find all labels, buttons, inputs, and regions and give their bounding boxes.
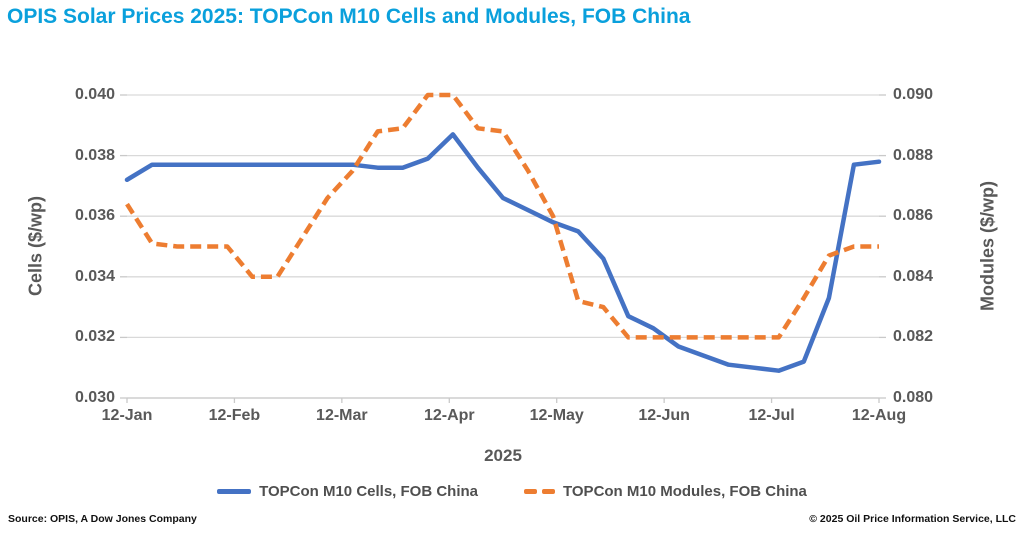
left-axis-tick-label: 0.036 <box>74 207 115 225</box>
left-axis-tick-label: 0.038 <box>74 146 115 164</box>
right-axis-tick-label: 0.082 <box>893 328 934 346</box>
right-axis-tick-label: 0.086 <box>893 207 934 225</box>
legend-label-modules: TOPCon M10 Modules, FOB China <box>563 483 807 500</box>
left-axis-tick-label: 0.030 <box>74 389 115 406</box>
left-axis-tick-label: 0.034 <box>74 267 115 285</box>
legend-item-modules: TOPCon M10 Modules, FOB China <box>524 483 807 500</box>
x-axis-tick-label: 12-Jul <box>748 407 795 424</box>
source-text: Source: OPIS, A Dow Jones Company <box>8 513 197 525</box>
modules-line <box>125 92 879 340</box>
left-axis-tick-label: 0.040 <box>74 86 115 103</box>
x-axis-title: 2025 <box>484 446 522 465</box>
right-axis-tick-label: 0.090 <box>893 86 934 103</box>
left-axis-title: Cells ($/wp) <box>25 195 46 297</box>
x-axis-tick-label: 12-Feb <box>208 407 261 424</box>
x-axis-tick-label: 12-Jan <box>101 407 153 424</box>
x-axis-tick-label: 12-Mar <box>316 407 368 424</box>
right-axis-tick-label: 0.084 <box>893 267 934 285</box>
cells-line-swatch-icon <box>217 489 252 494</box>
chart-title: OPIS Solar Prices 2025: TOPCon M10 Cells… <box>7 5 691 28</box>
legend: TOPCon M10 Cells, FOB China TOPCon M10 M… <box>0 483 1024 500</box>
right-axis-tick-label: 0.088 <box>893 146 934 164</box>
legend-label-cells: TOPCon M10 Cells, FOB China <box>259 483 478 500</box>
right-axis-title: Modules ($/wp) <box>977 181 998 311</box>
footer: Source: OPIS, A Dow Jones Company © 2025… <box>8 513 1016 525</box>
copyright-text: © 2025 Oil Price Information Service, LL… <box>809 513 1016 525</box>
x-axis-tick-label: 12-May <box>529 407 584 424</box>
x-axis-tick-label: 12-Apr <box>423 407 475 424</box>
left-axis-tick-label: 0.032 <box>74 328 115 346</box>
cells-line <box>124 132 882 373</box>
modules-line-swatch-icon <box>524 489 555 494</box>
right-axis-tick-label: 0.080 <box>893 389 934 406</box>
x-axis-tick-label: 12-Aug <box>851 407 907 424</box>
legend-item-cells: TOPCon M10 Cells, FOB China <box>217 483 478 500</box>
x-axis-tick-label: 12-Jun <box>638 407 690 424</box>
